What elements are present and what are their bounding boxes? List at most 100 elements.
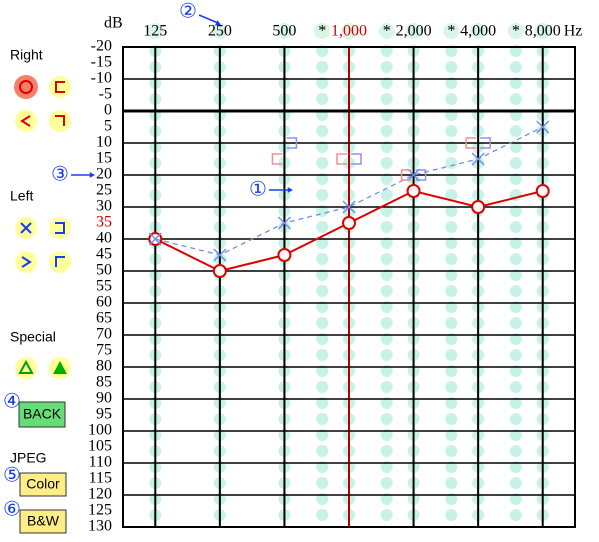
symbol-button[interactable] <box>15 251 37 273</box>
y-tick-label: 110 <box>89 454 112 471</box>
y-tick-label: -20 <box>91 38 112 55</box>
x-half-octave-button[interactable]: * <box>318 23 326 40</box>
x-label-bg <box>378 23 395 39</box>
right-bone-marker <box>465 137 477 149</box>
annotation-arrowhead <box>89 172 95 178</box>
x-label-bg <box>211 23 228 39</box>
y-tick-label: -5 <box>99 86 112 103</box>
y-tick-label: 130 <box>88 518 112 535</box>
left-bone-marker <box>350 153 362 165</box>
left-symbols <box>15 217 71 273</box>
symbol-triangle-filled <box>53 361 67 374</box>
back-button[interactable]: BACK <box>18 401 66 428</box>
y-tick-label: -15 <box>91 54 112 71</box>
symbol-bracket <box>55 81 65 93</box>
y-tick-label: 30 <box>96 198 112 215</box>
left-bone-marker <box>415 169 427 181</box>
symbol-corner <box>55 256 65 267</box>
left-bone-marker <box>480 137 491 149</box>
x-label-bg <box>340 23 357 39</box>
back-button-bg[interactable] <box>18 401 66 428</box>
color-button[interactable]: Color <box>19 472 67 497</box>
symbol-corner <box>55 115 65 126</box>
y-tick-label: 0 <box>104 102 112 119</box>
y-tick-label: 80 <box>96 358 112 375</box>
x-unit: Hz <box>564 23 583 40</box>
symbol-angle <box>20 115 31 127</box>
symbol-bracket <box>55 222 65 234</box>
color-label[interactable]: Color <box>26 476 60 492</box>
right-heading: Right <box>10 47 43 63</box>
x-tick-label: 125 <box>143 23 167 40</box>
annotation-arrow <box>198 14 219 24</box>
right-bone-marker <box>336 153 347 165</box>
x-label-bg <box>443 23 460 39</box>
x-half-octave-button[interactable]: * <box>383 23 391 40</box>
left-air-marker <box>342 200 356 214</box>
color-button-bg[interactable] <box>19 472 67 497</box>
right-air-marker <box>277 248 292 262</box>
annotations: ① ② ③ ④ ⑤ ⑥ <box>3 0 293 521</box>
left-heading: Left <box>10 188 33 204</box>
symbol-triangle <box>18 359 34 374</box>
left-air-marker <box>213 248 227 262</box>
x-tick-label: 500 <box>272 23 296 40</box>
x-label-bg <box>147 23 164 39</box>
bw-button-bg[interactable] <box>19 509 67 534</box>
y-tick-label: 5 <box>104 118 112 135</box>
symbol-button[interactable] <box>49 76 71 98</box>
annotation-number: ③ <box>51 162 69 186</box>
symbol-selected[interactable] <box>14 75 38 99</box>
symbol-cross <box>20 222 32 234</box>
y-tick-label: 120 <box>88 486 112 503</box>
right-air-marker <box>535 184 550 198</box>
jpeg-heading: JPEG <box>10 450 47 466</box>
left-bone-marker <box>286 137 298 149</box>
annotation-number: ④ <box>3 389 21 413</box>
y-tick-label: 20 <box>96 166 112 183</box>
y-tick-label: 65 <box>96 310 112 327</box>
x-tick-label: 250 <box>208 23 232 40</box>
annotation-number: ② <box>179 0 197 23</box>
series <box>148 120 550 278</box>
annotation-number: ① <box>249 177 267 201</box>
x-half-octave-button[interactable]: * <box>447 23 455 40</box>
y-tick-label: 15 <box>96 150 112 167</box>
symbol-button[interactable] <box>49 217 71 239</box>
annotation-number: ⑥ <box>3 497 21 521</box>
symbol-button[interactable] <box>49 110 71 132</box>
right-air-marker <box>406 184 421 198</box>
right-symbols <box>14 75 71 132</box>
y-tick-label: 100 <box>88 422 112 439</box>
annotation-number: ⑤ <box>3 463 21 487</box>
bw-button[interactable]: B&W <box>19 509 67 534</box>
special-heading: Special <box>10 329 56 345</box>
right-air-marker <box>341 216 356 230</box>
y-tick-label: 55 <box>96 278 112 295</box>
x-label-bg <box>314 23 331 39</box>
y-tick-label: 45 <box>96 246 112 263</box>
left-air-marker <box>407 168 421 182</box>
left-air-marker <box>536 120 550 134</box>
y-tick-label: -10 <box>91 70 112 87</box>
y-tick-label: 125 <box>88 502 112 519</box>
symbol-button[interactable] <box>49 251 71 273</box>
x-label-bg <box>534 23 551 39</box>
left-air-marker <box>277 216 291 230</box>
x-tick-label: 1,000 <box>331 23 367 40</box>
x-half-octave-button[interactable]: * <box>512 23 520 40</box>
symbol-circle <box>19 80 33 94</box>
bw-label[interactable]: B&W <box>27 513 60 529</box>
grid <box>122 46 576 528</box>
x-label-bg <box>470 23 487 39</box>
x-tick-label: 2,000 <box>396 23 432 40</box>
right-bone-marker <box>400 169 412 181</box>
back-label[interactable]: BACK <box>23 406 62 422</box>
symbol-button[interactable] <box>15 110 37 132</box>
y-tick-label: 50 <box>96 262 112 279</box>
y-tick-label: 25 <box>96 182 112 199</box>
y-tick-label: 70 <box>96 326 112 343</box>
y-tick-label: 60 <box>96 294 112 311</box>
y-tick-label: 105 <box>88 438 112 455</box>
